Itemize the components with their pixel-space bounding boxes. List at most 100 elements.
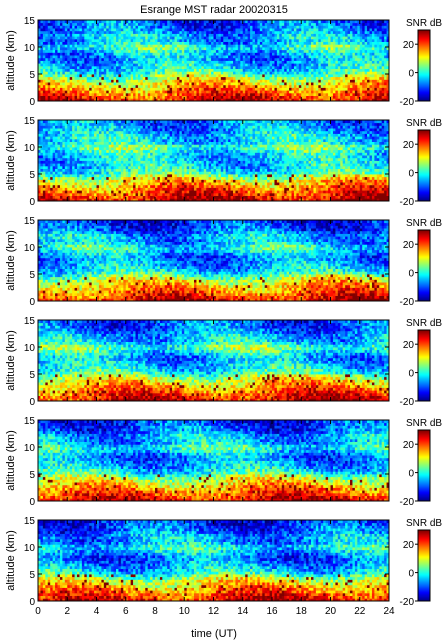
heatmap-cell (250, 28, 253, 31)
heatmap-cell (177, 31, 180, 34)
heatmap-cell (272, 88, 275, 91)
heatmap-cell (277, 90, 280, 93)
heatmap-cell (284, 90, 287, 93)
heatmap-cell (128, 196, 131, 199)
heatmap-cell (292, 44, 295, 47)
heatmap-cell (214, 39, 217, 42)
heatmap-cell (328, 61, 331, 64)
heatmap-cell (104, 82, 107, 85)
heatmap-cell (58, 66, 61, 69)
heatmap-cell (194, 28, 197, 31)
heatmap-cell (58, 85, 61, 88)
heatmap-cell (343, 196, 346, 199)
heatmap-cell (204, 58, 207, 61)
heatmap-cell (133, 96, 136, 99)
heatmap-cell (257, 66, 260, 69)
heatmap-cell (362, 90, 365, 93)
heatmap-cell (184, 74, 187, 77)
heatmap-cell (292, 88, 295, 91)
heatmap-cell (167, 79, 170, 82)
heatmap-cell (277, 66, 280, 69)
heatmap-cell (72, 58, 75, 61)
heatmap-cell (175, 74, 178, 77)
heatmap-cell (121, 79, 124, 82)
heatmap-cell (260, 23, 263, 26)
heatmap-cell (204, 36, 207, 39)
heatmap-cell (50, 88, 53, 91)
heatmap-cell (226, 55, 229, 58)
heatmap-cell (140, 82, 143, 85)
heatmap-cell (296, 85, 299, 88)
heatmap-cell (143, 63, 146, 66)
heatmap-cell (272, 61, 275, 64)
heatmap-cell (340, 74, 343, 77)
heatmap-cell (352, 82, 355, 85)
heatmap-cell (245, 193, 248, 196)
heatmap-cell (343, 50, 346, 53)
heatmap-cell (160, 85, 163, 88)
heatmap-cell (62, 193, 65, 196)
heatmap-cell (287, 88, 290, 91)
heatmap-cell (374, 63, 377, 66)
heatmap-cell (43, 74, 46, 77)
heatmap-cell (379, 25, 382, 28)
heatmap-cell (214, 44, 217, 47)
heatmap-cell (196, 88, 199, 91)
heatmap-cell (89, 44, 92, 47)
heatmap-cell (82, 52, 85, 55)
heatmap-cell (60, 193, 63, 196)
heatmap-cell (235, 77, 238, 80)
heatmap-cell (323, 93, 326, 96)
heatmap-cell (321, 36, 324, 39)
heatmap-cell (72, 90, 75, 93)
heatmap-cell (382, 23, 385, 26)
heatmap-cell (58, 28, 61, 31)
heatmap-cell (84, 66, 87, 69)
heatmap-cell (238, 52, 241, 55)
heatmap-cell (323, 42, 326, 45)
heatmap-cell (145, 96, 148, 99)
heatmap-cell (326, 28, 329, 31)
heatmap-cell (199, 23, 202, 26)
heatmap-cell (187, 25, 190, 28)
colorbar-tick-label: 0 (408, 69, 414, 80)
heatmap-cell (223, 63, 226, 66)
heatmap-cell (370, 96, 373, 99)
heatmap-cell (160, 63, 163, 66)
heatmap-cell (287, 61, 290, 64)
heatmap-cell (70, 36, 73, 39)
heatmap-cell (279, 25, 282, 28)
heatmap-cell (92, 39, 95, 42)
heatmap-cell (145, 61, 148, 64)
heatmap-cell (382, 82, 385, 85)
heatmap-cell (226, 77, 229, 80)
heatmap-cell (92, 96, 95, 99)
heatmap-cell (243, 58, 246, 61)
heatmap-cell (179, 85, 182, 88)
heatmap-cell (60, 44, 63, 47)
heatmap-cell (155, 193, 158, 196)
heatmap-cell (292, 85, 295, 88)
heatmap-cell (82, 44, 85, 47)
heatmap-cell (75, 77, 78, 80)
heatmap-cell (294, 42, 297, 45)
heatmap-cell (338, 28, 341, 31)
heatmap-cell (179, 96, 182, 99)
heatmap-cell (235, 39, 238, 42)
heatmap-cell (348, 28, 351, 31)
heatmap-cell (140, 69, 143, 72)
heatmap-cell (160, 66, 163, 69)
heatmap-cell (316, 34, 319, 37)
heatmap-cell (253, 39, 256, 42)
heatmap-cell (77, 193, 80, 196)
heatmap-cell (231, 66, 234, 69)
heatmap-cell (72, 55, 75, 58)
heatmap-cell (136, 66, 139, 69)
heatmap-cell (333, 61, 336, 64)
heatmap-cell (211, 66, 214, 69)
heatmap-cell (58, 74, 61, 77)
heatmap-cell (245, 61, 248, 64)
heatmap-cell (101, 55, 104, 58)
heatmap-cell (274, 25, 277, 28)
heatmap-cell (109, 82, 112, 85)
